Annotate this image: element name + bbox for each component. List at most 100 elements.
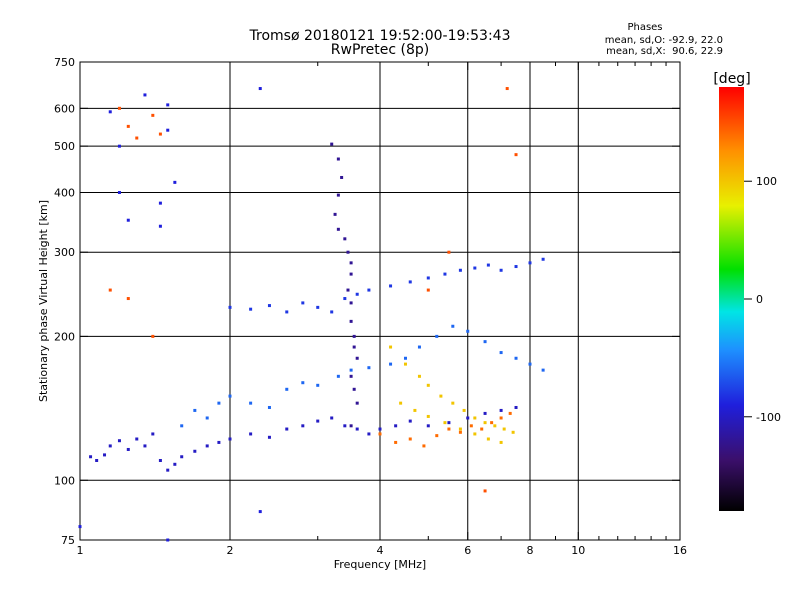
data-point bbox=[508, 411, 512, 415]
data-point bbox=[443, 421, 447, 425]
data-point bbox=[343, 237, 347, 241]
x-axis-ticks: 1 2 4 6 8 10 16 bbox=[77, 62, 687, 557]
y-axis-label: Stationary phase Virtual Height [km] bbox=[37, 200, 50, 402]
data-point bbox=[514, 405, 518, 409]
data-point bbox=[458, 427, 462, 431]
data-point bbox=[249, 307, 253, 311]
data-point bbox=[349, 272, 353, 276]
data-point bbox=[166, 103, 170, 107]
data-point bbox=[426, 383, 430, 387]
data-point bbox=[78, 525, 82, 529]
data-point bbox=[473, 416, 477, 420]
data-point bbox=[285, 310, 289, 314]
data-point bbox=[439, 394, 443, 398]
data-point bbox=[458, 430, 462, 434]
data-point bbox=[466, 416, 470, 420]
data-point bbox=[205, 416, 209, 420]
colorbar-ticks: 100 0 -100 bbox=[744, 175, 781, 424]
chart-subtitle: RwPretec (8p) bbox=[331, 42, 429, 58]
data-point bbox=[514, 265, 518, 269]
data-point bbox=[316, 305, 320, 309]
data-point bbox=[249, 432, 253, 436]
data-point bbox=[151, 113, 155, 117]
phase-stats-line2: mean, sd,X: 90.6, 22.9 bbox=[606, 46, 723, 57]
data-point bbox=[355, 401, 359, 405]
data-point bbox=[89, 455, 93, 459]
data-point bbox=[301, 424, 305, 428]
data-point bbox=[426, 288, 430, 292]
data-point bbox=[403, 356, 407, 360]
data-point bbox=[499, 351, 503, 355]
data-point bbox=[435, 334, 439, 338]
data-point bbox=[541, 368, 545, 372]
data-point bbox=[166, 468, 170, 472]
data-point bbox=[316, 419, 320, 423]
data-point bbox=[367, 432, 371, 436]
data-point bbox=[541, 257, 545, 261]
data-point bbox=[267, 435, 271, 439]
data-point bbox=[528, 261, 532, 265]
data-point bbox=[469, 424, 473, 428]
colorbar-tick-label: 100 bbox=[756, 175, 777, 188]
data-point bbox=[301, 301, 305, 305]
x-tick-label: 16 bbox=[673, 544, 687, 557]
data-point bbox=[193, 449, 197, 453]
y-axis-ticks: 75 100 200 300 400 500 600 750 bbox=[54, 56, 680, 547]
data-point bbox=[336, 227, 340, 231]
data-point bbox=[158, 201, 162, 205]
data-point bbox=[399, 401, 403, 405]
data-point bbox=[267, 405, 271, 409]
data-point bbox=[505, 87, 509, 91]
data-point bbox=[451, 324, 455, 328]
data-point bbox=[355, 292, 359, 296]
data-point bbox=[330, 416, 334, 420]
data-point bbox=[143, 93, 147, 97]
data-point bbox=[349, 368, 353, 372]
x-tick-label: 8 bbox=[527, 544, 534, 557]
data-point bbox=[349, 424, 353, 428]
data-point bbox=[413, 408, 417, 412]
data-point bbox=[228, 305, 232, 309]
data-point bbox=[490, 421, 494, 425]
data-point bbox=[493, 424, 497, 428]
data-point bbox=[180, 455, 184, 459]
x-axis-label: Frequency [MHz] bbox=[334, 558, 426, 571]
data-point bbox=[466, 329, 470, 333]
data-point bbox=[349, 319, 353, 323]
data-point bbox=[217, 401, 221, 405]
data-point bbox=[126, 218, 130, 222]
data-point bbox=[483, 411, 487, 415]
y-tick-label: 750 bbox=[54, 56, 75, 69]
colorbar-label: [deg] bbox=[713, 71, 750, 87]
data-point bbox=[408, 280, 412, 284]
x-tick-label: 2 bbox=[227, 544, 234, 557]
data-point bbox=[108, 110, 112, 114]
data-point bbox=[483, 489, 487, 493]
data-point bbox=[217, 440, 221, 444]
data-point bbox=[451, 401, 455, 405]
data-point bbox=[408, 419, 412, 423]
data-point bbox=[499, 268, 503, 272]
data-point bbox=[352, 345, 356, 349]
data-point bbox=[193, 408, 197, 412]
data-point bbox=[473, 432, 477, 436]
data-point bbox=[285, 427, 289, 431]
data-point bbox=[126, 297, 130, 301]
data-point bbox=[117, 144, 121, 148]
data-point bbox=[166, 128, 170, 132]
phase-stats-heading: Phases bbox=[627, 22, 662, 33]
data-point bbox=[403, 362, 407, 366]
data-point bbox=[417, 345, 421, 349]
data-point bbox=[480, 427, 484, 431]
data-point bbox=[447, 421, 451, 425]
x-tick-label: 10 bbox=[571, 544, 585, 557]
y-tick-label: 100 bbox=[54, 474, 75, 487]
data-point bbox=[394, 424, 398, 428]
data-point bbox=[514, 356, 518, 360]
data-point bbox=[343, 297, 347, 301]
data-point bbox=[151, 334, 155, 338]
data-points bbox=[78, 87, 545, 542]
data-point bbox=[173, 180, 177, 184]
x-tick-label: 4 bbox=[377, 544, 384, 557]
